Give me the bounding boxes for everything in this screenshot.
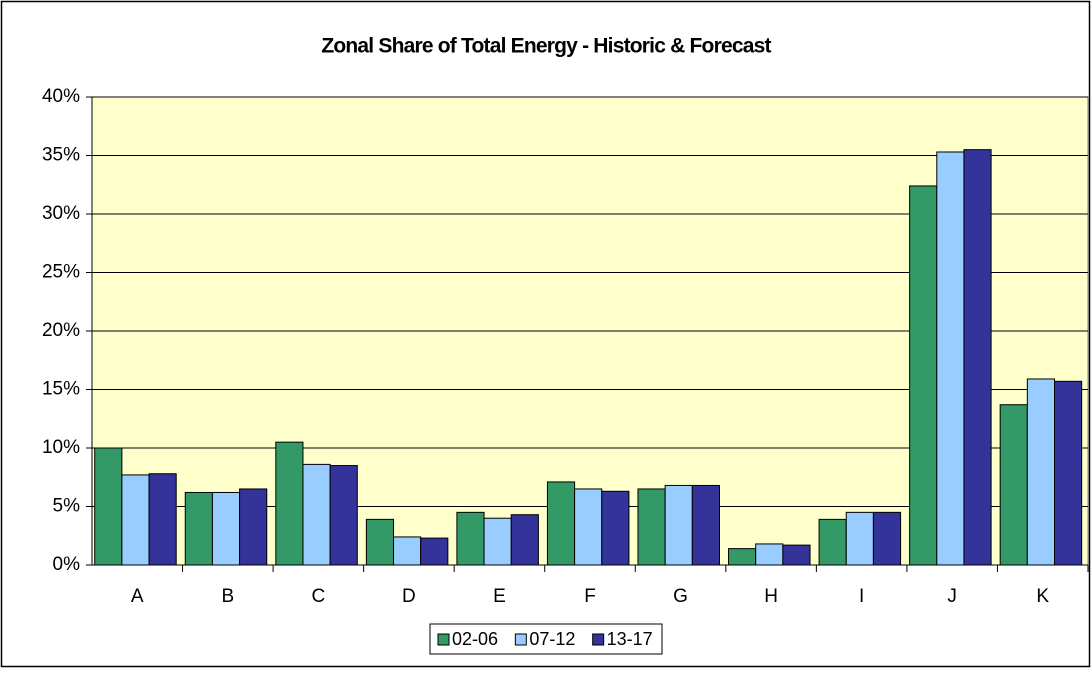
x-tick-label: C bbox=[311, 586, 325, 607]
bar bbox=[121, 474, 150, 566]
y-tick-label: 0% bbox=[53, 554, 81, 575]
bar bbox=[936, 151, 965, 566]
y-tick-label: 25% bbox=[42, 262, 80, 283]
bar bbox=[510, 514, 539, 566]
bar bbox=[211, 491, 241, 566]
bar bbox=[1053, 380, 1083, 566]
x-tick-label: D bbox=[402, 586, 416, 607]
y-tick-label: 5% bbox=[53, 496, 81, 517]
legend-swatch bbox=[514, 633, 527, 646]
bar bbox=[755, 543, 784, 566]
bar bbox=[963, 149, 992, 566]
bar bbox=[365, 518, 395, 566]
x-tick-label: F bbox=[584, 586, 596, 607]
bar bbox=[872, 511, 902, 566]
bar bbox=[818, 518, 847, 566]
bar bbox=[845, 511, 874, 566]
bar bbox=[909, 185, 938, 566]
chart-title: Zonal Share of Total Energy - Historic &… bbox=[321, 35, 771, 58]
y-tick-label: 40% bbox=[42, 86, 80, 107]
bar bbox=[782, 544, 811, 566]
legend-swatch bbox=[592, 633, 605, 646]
bar bbox=[456, 511, 485, 566]
y-tick-label: 20% bbox=[42, 320, 80, 341]
x-tick-label: K bbox=[1036, 586, 1049, 607]
bar bbox=[574, 488, 603, 566]
legend-box bbox=[429, 623, 663, 655]
bar bbox=[329, 465, 358, 566]
legend-label: 13-17 bbox=[607, 629, 653, 649]
bar bbox=[148, 473, 177, 566]
bar bbox=[420, 537, 449, 566]
bar bbox=[393, 536, 422, 566]
y-tick-label: 15% bbox=[42, 379, 80, 400]
bar bbox=[275, 441, 304, 566]
x-tick-label: A bbox=[131, 586, 144, 607]
bar bbox=[184, 491, 213, 566]
bar bbox=[601, 490, 630, 566]
x-tick-label: I bbox=[859, 586, 864, 607]
bar bbox=[239, 488, 268, 566]
bar bbox=[637, 488, 666, 566]
legend-swatch bbox=[437, 633, 450, 646]
y-tick-label: 35% bbox=[42, 145, 80, 166]
legend-label: 02-06 bbox=[452, 629, 498, 649]
x-tick-label: E bbox=[493, 586, 506, 607]
bar bbox=[546, 481, 576, 566]
x-tick-label: B bbox=[221, 586, 234, 607]
legend-label: 07-12 bbox=[529, 629, 575, 649]
x-tick-label: G bbox=[673, 586, 688, 607]
y-tick-label: 10% bbox=[42, 437, 80, 458]
x-tick-label: J bbox=[947, 586, 957, 607]
x-tick-label: H bbox=[764, 586, 778, 607]
bar bbox=[999, 404, 1028, 566]
bar bbox=[728, 548, 757, 566]
bar bbox=[94, 447, 123, 566]
bar bbox=[1026, 378, 1055, 566]
y-tick-label: 30% bbox=[42, 203, 80, 224]
bar bbox=[664, 484, 693, 566]
bar bbox=[302, 463, 331, 566]
bar bbox=[483, 517, 512, 566]
bar bbox=[691, 484, 720, 566]
